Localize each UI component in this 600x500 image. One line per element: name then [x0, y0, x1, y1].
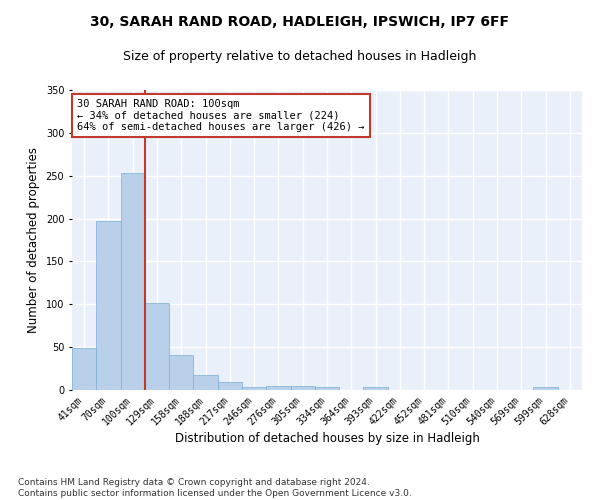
Bar	[72, 348, 96, 390]
Text: Contains HM Land Registry data © Crown copyright and database right 2024.
Contai: Contains HM Land Registry data © Crown c…	[18, 478, 412, 498]
X-axis label: Distribution of detached houses by size in Hadleigh: Distribution of detached houses by size …	[175, 432, 479, 446]
Bar	[364, 386, 388, 390]
Text: 30 SARAH RAND ROAD: 100sqm
← 34% of detached houses are smaller (224)
64% of sem: 30 SARAH RAND ROAD: 100sqm ← 34% of deta…	[77, 99, 365, 132]
Bar	[266, 386, 290, 390]
Bar	[193, 376, 218, 390]
Bar	[533, 386, 558, 390]
Y-axis label: Number of detached properties: Number of detached properties	[27, 147, 40, 333]
Text: 30, SARAH RAND ROAD, HADLEIGH, IPSWICH, IP7 6FF: 30, SARAH RAND ROAD, HADLEIGH, IPSWICH, …	[91, 15, 509, 29]
Text: Size of property relative to detached houses in Hadleigh: Size of property relative to detached ho…	[124, 50, 476, 63]
Bar	[169, 355, 193, 390]
Bar	[121, 173, 145, 390]
Bar	[242, 386, 266, 390]
Bar	[218, 382, 242, 390]
Bar	[290, 386, 315, 390]
Bar	[96, 221, 121, 390]
Bar	[315, 388, 339, 390]
Bar	[145, 302, 169, 390]
